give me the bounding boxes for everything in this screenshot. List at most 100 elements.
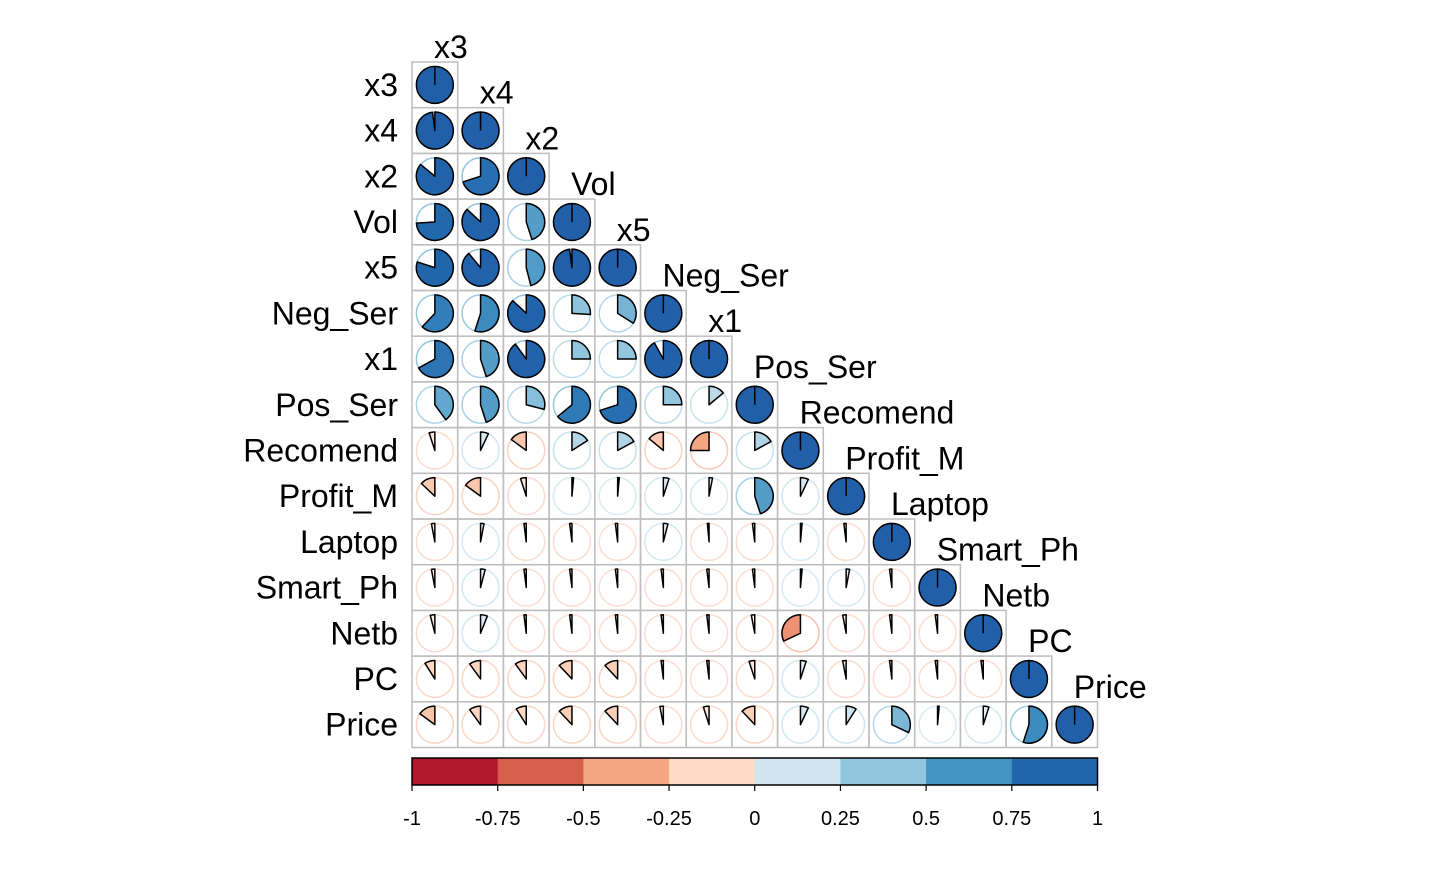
- pie-x1-x2: [507, 339, 546, 379]
- pie-x1-Vol: [552, 339, 592, 379]
- colorbar-tick-label-6: 0.5: [912, 808, 940, 830]
- pie-Pos_Ser-x4: [461, 385, 500, 424]
- pie-wedge-Netb-Smart_Ph: [934, 614, 939, 634]
- pie-x2-x4: [461, 157, 500, 196]
- pie-Price-Laptop: [872, 705, 912, 744]
- pie-Netb-Pos_Ser: [735, 614, 774, 653]
- pie-Pos_Ser-x2: [507, 385, 546, 424]
- colorbar-segment-4: [754, 758, 841, 785]
- pie-wedge-x2-x4: [462, 157, 500, 196]
- pie-wedge-PC-x3: [424, 659, 436, 680]
- pie-Profit_M-Neg_Ser: [644, 476, 683, 516]
- pie-x5-Vol: [552, 248, 592, 287]
- column-label-Netb: Netb: [982, 577, 1050, 613]
- pie-Profit_M-x1: [689, 476, 729, 516]
- pie-Neg_Ser-x4: [461, 294, 500, 333]
- pie-Smart_Ph-Neg_Ser: [644, 568, 683, 607]
- column-label-x2: x2: [525, 120, 559, 156]
- pie-PC-Laptop: [872, 659, 912, 699]
- pie-wedge-Netb-x1: [705, 614, 710, 634]
- pie-Recomend-x2: [507, 431, 546, 470]
- pie-wedge-Smart_Ph-Profit_M: [845, 568, 851, 589]
- pie-PC-x5: [598, 659, 637, 699]
- grid-cell-Price-Price: [1051, 701, 1099, 749]
- pie-wedge-x1-x4: [479, 339, 500, 378]
- pie-wedge-Recomend-x3: [428, 431, 436, 452]
- pie-wedge-Pos_Ser-x4: [479, 385, 500, 424]
- pie-Pos_Ser-Neg_Ser: [644, 385, 683, 424]
- column-label-x3: x3: [434, 29, 468, 65]
- pie-Profit_M-Recomend: [781, 476, 820, 516]
- pie-Price-Profit_M: [826, 705, 866, 744]
- colorbar-segment-3: [669, 758, 756, 785]
- pie-Recomend-x4: [461, 431, 500, 470]
- pie-Recomend-Vol: [552, 431, 592, 470]
- pie-wedge-Netb-Profit_M: [841, 614, 847, 634]
- column-label-Smart_Ph: Smart_Ph: [937, 532, 1079, 568]
- matrix-cells: [415, 65, 1094, 744]
- pie-wedge-Laptop-x1: [706, 522, 710, 543]
- pie-Pos_Ser-Vol: [552, 385, 592, 424]
- column-label-PC: PC: [1028, 623, 1072, 659]
- pie-wedge-Recomend-x2: [510, 431, 527, 452]
- pie-wedge-Laptop-x5: [614, 522, 619, 543]
- pie-PC-x4: [461, 659, 500, 699]
- pie-wedge-Neg_Ser-x5: [616, 294, 637, 325]
- color-legend: -1 -0.75 -0.5 -0.25 0 0.25 0.5 0.75 1: [403, 757, 1103, 830]
- pie-Smart_Ph-Smart_Ph: [918, 568, 957, 607]
- pie-wedge-Profit_M-Recomend: [799, 476, 810, 497]
- pie-wedge-Price-Neg_Ser: [659, 705, 665, 726]
- pie-wedge-Price-PC: [1022, 705, 1049, 744]
- row-label-Neg_Ser: Neg_Ser: [272, 295, 399, 331]
- pie-Laptop-Pos_Ser: [735, 522, 774, 562]
- column-label-x4: x4: [480, 75, 514, 111]
- pie-wedge-Smart_Ph-x5: [614, 568, 619, 589]
- matrix-grid: [411, 61, 1099, 749]
- column-label-x5: x5: [617, 212, 651, 248]
- column-label-Vol: Vol: [571, 166, 615, 202]
- pie-Price-Pos_Ser: [735, 705, 774, 744]
- pie-wedge-Pos_Ser-Vol: [556, 385, 592, 424]
- pie-wedge-Neg_Ser-Vol: [571, 294, 592, 316]
- pie-wedge-Netb-Vol: [568, 614, 573, 634]
- pie-wedge-Price-x5: [604, 705, 619, 726]
- pie-x4-x4: [461, 111, 500, 150]
- pie-Neg_Ser-x5: [598, 294, 637, 333]
- pie-Price-Recomend: [781, 705, 820, 744]
- pie-wedge-x1-x2: [507, 339, 546, 379]
- pie-wedge-Netb-x2: [523, 614, 527, 634]
- pie-Laptop-Profit_M: [826, 522, 866, 562]
- pie-Smart_Ph-Profit_M: [826, 568, 866, 607]
- pie-wedge-Netb-x4: [479, 614, 489, 634]
- row-label-x2: x2: [364, 158, 398, 194]
- row-label-Smart_Ph: Smart_Ph: [256, 570, 398, 606]
- pie-Smart_Ph-Laptop: [872, 568, 912, 607]
- pie-wedge-Price-Pos_Ser: [741, 705, 756, 726]
- pie-wedge-Profit_M-Vol: [571, 476, 575, 497]
- row-label-Vol: Vol: [354, 204, 398, 240]
- pie-Price-x4: [461, 705, 500, 744]
- pie-wedge-Pos_Ser-x2: [525, 385, 546, 411]
- pie-wedge-x5-x3: [415, 248, 455, 287]
- pie-Pos_Ser-Pos_Ser: [735, 385, 774, 424]
- pie-wedge-PC-Smart_Ph: [934, 659, 939, 680]
- pie-x4-x3: [415, 111, 455, 150]
- pie-wedge-Price-Recomend: [799, 705, 810, 726]
- pie-Laptop-x4: [461, 522, 500, 562]
- pie-PC-Smart_Ph: [918, 659, 957, 699]
- pie-PC-x1: [689, 659, 729, 699]
- pie-Laptop-x3: [415, 522, 455, 562]
- pie-wedge-Smart_Ph-Neg_Ser: [660, 568, 665, 589]
- pie-wedge-Price-Netb: [982, 705, 990, 726]
- pie-Vol-Vol: [552, 202, 592, 242]
- pie-Price-x5: [598, 705, 637, 744]
- pie-x1-x1: [689, 339, 729, 379]
- pie-Netb-Vol: [552, 614, 592, 653]
- pie-wedge-Profit_M-x4: [464, 476, 482, 497]
- pie-wedge-Laptop-x2: [523, 522, 527, 543]
- colorbar-segment-6: [926, 758, 1013, 785]
- colorbar-tick-label-5: 0.25: [821, 808, 860, 830]
- pie-x3-x3: [415, 65, 455, 105]
